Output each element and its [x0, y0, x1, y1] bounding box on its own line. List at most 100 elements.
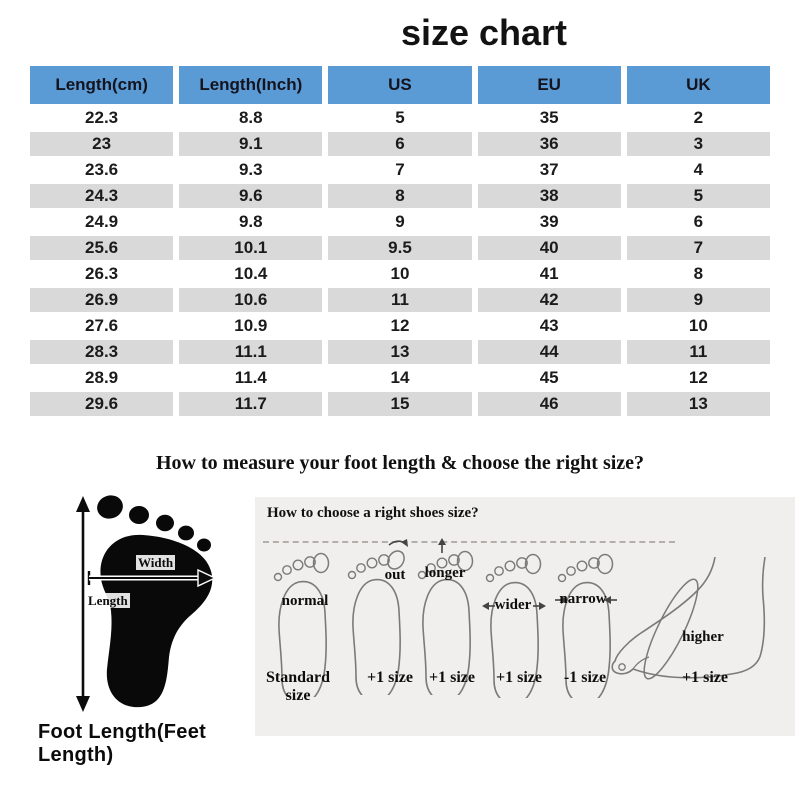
table-row: 26.9 10.6 11 42 9: [30, 288, 770, 312]
foot-label-higher: higher: [682, 629, 724, 645]
size-chart-page: size chart Length(cm) Length(Inch) US EU…: [0, 12, 800, 800]
size-table: Length(cm) Length(Inch) US EU UK 22.3 8.8…: [24, 64, 776, 418]
table-cell: 10.1: [179, 236, 323, 260]
table-cell: 10: [328, 262, 472, 286]
size-label-longer: +1 size: [429, 669, 475, 686]
table-header-row: Length(cm) Length(Inch) US EU UK: [30, 66, 770, 104]
table-cell: 4: [626, 158, 770, 182]
table-cell: 3: [626, 132, 770, 156]
table-cell: 8: [328, 184, 472, 208]
table-cell: 6: [328, 132, 472, 156]
table-cell: 44: [477, 340, 621, 364]
table-row: 23.6 9.3 7 37 4: [30, 158, 770, 182]
table-cell: 13: [328, 340, 472, 364]
table-cell: 10.9: [179, 314, 323, 338]
size-label-narrow: -1 size: [563, 669, 607, 686]
table-cell: 10.4: [179, 262, 323, 286]
table-cell: 46: [477, 392, 621, 416]
dashed-guide-line: [263, 541, 675, 543]
out-foot-icon: [343, 539, 408, 695]
width-label: Width: [136, 555, 176, 570]
table-cell: 11: [328, 288, 472, 312]
table-cell: 22.3: [30, 106, 174, 130]
table-cell: 28.9: [30, 366, 174, 390]
table-cell: 11.7: [179, 392, 323, 416]
table-cell: 9.3: [179, 158, 323, 182]
page-title: size chart: [400, 12, 568, 53]
table-cell: 38: [477, 184, 621, 208]
table-cell: 6: [626, 210, 770, 234]
foot-label-out: out: [384, 567, 406, 583]
table-row: 25.6 10.1 9.5 40 7: [30, 236, 770, 260]
table-cell: 23.6: [30, 158, 174, 182]
table-cell: 12: [328, 314, 472, 338]
table-row: 27.6 10.9 12 43 10: [30, 314, 770, 338]
table-cell: 5: [328, 106, 472, 130]
table-cell: 25.6: [30, 236, 174, 260]
table-cell: 23: [30, 132, 174, 156]
narrow-foot-icon: [555, 553, 617, 698]
table-row: 26.3 10.4 10 41 8: [30, 262, 770, 286]
size-label-standard: Standard size: [265, 669, 331, 704]
header-length-cm: Length(cm): [30, 66, 174, 104]
table-row: 29.6 11.7 15 46 13: [30, 392, 770, 416]
table-cell: 28.3: [30, 340, 174, 364]
table-cell: 9.5: [328, 236, 472, 260]
footprint-diagram: [76, 495, 217, 712]
higher-instep-foot-icon: [611, 557, 766, 680]
header-eu: EU: [477, 66, 621, 104]
table-cell: 43: [477, 314, 621, 338]
table-row: 24.3 9.6 8 38 5: [30, 184, 770, 208]
table-cell: 9: [626, 288, 770, 312]
table-cell: 15: [328, 392, 472, 416]
choose-panel-heading: How to choose a right shoes size?: [267, 505, 479, 521]
table-cell: 2: [626, 106, 770, 130]
table-cell: 42: [477, 288, 621, 312]
table-cell: 29.6: [30, 392, 174, 416]
measure-heading: How to measure your foot length & choose…: [155, 452, 645, 474]
width-arrow-icon: [87, 568, 217, 588]
table-cell: 35: [477, 106, 621, 130]
wider-foot-icon: [482, 553, 546, 698]
table-cell: 40: [477, 236, 621, 260]
foot-label-normal: normal: [281, 593, 329, 609]
table-cell: 12: [626, 366, 770, 390]
table-cell: 10.6: [179, 288, 323, 312]
table-cell: 9: [328, 210, 472, 234]
table-cell: 37: [477, 158, 621, 182]
table-cell: 8: [626, 262, 770, 286]
foot-label-wider: wider: [494, 597, 532, 613]
table-cell: 39: [477, 210, 621, 234]
table-cell: 9.6: [179, 184, 323, 208]
longer-foot-icon: [413, 538, 474, 695]
header-us: US: [328, 66, 472, 104]
table-cell: 11.4: [179, 366, 323, 390]
header-length-inch: Length(Inch): [179, 66, 323, 104]
table-cell: 24.3: [30, 184, 174, 208]
header-uk: UK: [626, 66, 770, 104]
foot-length-caption: Foot Length(Feet Length): [38, 721, 207, 766]
table-cell: 7: [626, 236, 770, 260]
length-label: Length: [86, 593, 130, 608]
table-cell: 26.3: [30, 262, 174, 286]
table-cell: 26.9: [30, 288, 174, 312]
table-cell: 45: [477, 366, 621, 390]
table-cell: 9.8: [179, 210, 323, 234]
table-row: 28.9 11.4 14 45 12: [30, 366, 770, 390]
length-arrow-icon: [76, 496, 90, 712]
size-label-wider: +1 size: [496, 669, 542, 686]
table-cell: 11.1: [179, 340, 323, 364]
size-label-higher: +1 size: [682, 669, 728, 686]
size-table-body: 22.3 8.8 5 35 2 23 9.1 6 36 3 23.6 9.3 7 37 4 24.3 9.6 8 3…: [30, 106, 770, 416]
measure-section: Width Length Foot Length(Feet Length) Ho…: [0, 481, 800, 791]
table-cell: 13: [626, 392, 770, 416]
table-cell: 24.9: [30, 210, 174, 234]
foot-label-narrow: narrow: [559, 591, 607, 607]
table-row: 22.3 8.8 5 35 2: [30, 106, 770, 130]
table-cell: 5: [626, 184, 770, 208]
table-cell: 9.1: [179, 132, 323, 156]
size-label-out: +1 size: [367, 669, 413, 686]
table-row: 24.9 9.8 9 39 6: [30, 210, 770, 234]
table-cell: 36: [477, 132, 621, 156]
normal-foot-icon: [269, 552, 330, 697]
